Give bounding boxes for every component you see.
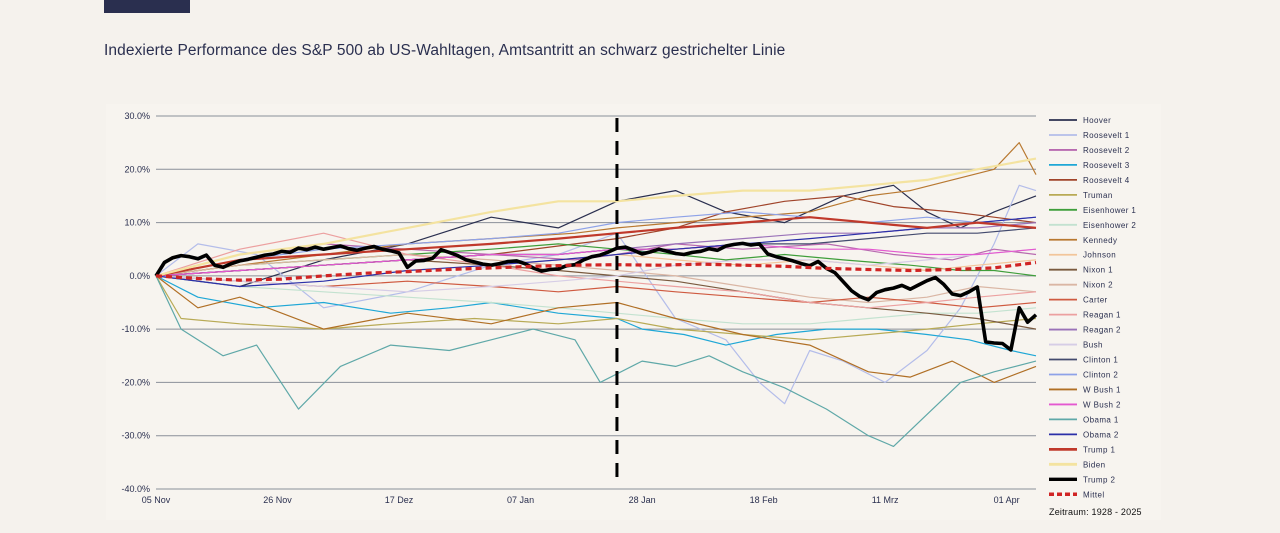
series-line-trump-2 bbox=[154, 241, 1038, 352]
legend-label: Mittel bbox=[1083, 490, 1105, 499]
series-line-carter bbox=[155, 275, 1037, 309]
y-tick-label: -20.0% bbox=[121, 377, 150, 387]
legend-label: Roosevelt 3 bbox=[1083, 161, 1130, 170]
x-tick-label: 05 Nov bbox=[142, 495, 171, 505]
x-tick-label: 26 Nov bbox=[263, 495, 292, 505]
legend: Hoover Roosevelt 1 Roosevelt 2 Roosevelt 3 R… bbox=[1049, 116, 1136, 499]
legend-label: Reagan 1 bbox=[1083, 311, 1121, 320]
y-tick-label: -40.0% bbox=[121, 484, 150, 494]
x-tick-label: 28 Jan bbox=[629, 495, 656, 505]
series-line-reagan-1 bbox=[155, 232, 1037, 309]
legend-label: Hoover bbox=[1083, 116, 1111, 125]
series-line-trump-1 bbox=[155, 216, 1037, 277]
legend-label: Roosevelt 4 bbox=[1083, 176, 1130, 185]
series-line-roosevelt-3 bbox=[155, 275, 1037, 357]
series-line-obama-1 bbox=[155, 275, 1037, 447]
legend-label: Carter bbox=[1083, 296, 1108, 305]
y-tick-label: 10.0% bbox=[124, 218, 150, 228]
x-tick-label: 11 Mrz bbox=[872, 495, 899, 505]
legend-label: Trump 2 bbox=[1083, 475, 1115, 484]
legend-label: Truman bbox=[1083, 191, 1113, 200]
legend-label: W Bush 2 bbox=[1083, 400, 1121, 409]
chart-panel: 30.0% 20.0% 10.0% 0.0% -10.0% -20.0% -30.0% -40… bbox=[106, 104, 1161, 520]
x-axis-labels: 05 Nov 26 Nov 17 Dez 07 Jan 28 Jan 18 Feb 11 M… bbox=[142, 495, 1020, 505]
series-lines bbox=[154, 142, 1038, 447]
legend-label: Bush bbox=[1083, 341, 1103, 350]
x-tick-label: 01 Apr bbox=[994, 495, 1020, 505]
legend-label: Johnson bbox=[1083, 251, 1116, 260]
x-tick-label: 17 Dez bbox=[385, 495, 414, 505]
legend-label: W Bush 1 bbox=[1083, 385, 1121, 394]
header-accent-bar bbox=[104, 0, 190, 13]
series-line-roosevelt-1 bbox=[155, 184, 1037, 405]
line-chart: 30.0% 20.0% 10.0% 0.0% -10.0% -20.0% -30.0% -40… bbox=[121, 111, 1136, 505]
y-tick-label: -30.0% bbox=[121, 431, 150, 441]
legend-label: Eisenhower 1 bbox=[1083, 206, 1136, 215]
y-tick-label: 20.0% bbox=[124, 164, 150, 174]
series-line-w-bush-2 bbox=[155, 243, 1037, 277]
y-tick-label: 30.0% bbox=[124, 111, 150, 121]
series-line-biden bbox=[155, 157, 1037, 277]
y-tick-label: 0.0% bbox=[129, 271, 150, 281]
legend-label: Clinton 1 bbox=[1083, 356, 1118, 365]
series-line-eisenhower-2 bbox=[155, 275, 1037, 325]
series-line-w-bush-1 bbox=[155, 275, 1037, 383]
y-axis-labels: 30.0% 20.0% 10.0% 0.0% -10.0% -20.0% -30.0% -40… bbox=[121, 111, 150, 494]
legend-label: Biden bbox=[1083, 460, 1105, 469]
legend-label: Obama 1 bbox=[1083, 415, 1119, 424]
legend-label: Nixon 1 bbox=[1083, 266, 1113, 275]
legend-label: Nixon 2 bbox=[1083, 281, 1113, 290]
legend-label: Kennedy bbox=[1083, 236, 1117, 245]
period-note: Zeitraum: 1928 - 2025 bbox=[1049, 507, 1142, 517]
x-tick-label: 07 Jan bbox=[507, 495, 534, 505]
legend-label: Trump 1 bbox=[1083, 445, 1115, 454]
legend-label: Clinton 2 bbox=[1083, 370, 1118, 379]
x-tick-label: 18 Feb bbox=[750, 495, 778, 505]
series-line-nixon-1 bbox=[155, 259, 1037, 330]
legend-label: Obama 2 bbox=[1083, 430, 1119, 439]
grid-lines bbox=[156, 115, 1036, 490]
series-line-nixon-2 bbox=[155, 253, 1037, 304]
legend-label: Roosevelt 2 bbox=[1083, 146, 1130, 155]
series-line-mittel bbox=[155, 260, 1037, 282]
legend-label: Roosevelt 1 bbox=[1083, 131, 1130, 140]
chart-title: Indexierte Performance des S&P 500 ab US… bbox=[104, 42, 786, 59]
legend-label: Eisenhower 2 bbox=[1083, 221, 1136, 230]
series-line-bush bbox=[155, 248, 1037, 293]
legend-label: Reagan 2 bbox=[1083, 326, 1121, 335]
y-tick-label: -10.0% bbox=[121, 324, 150, 334]
series-line-truman bbox=[155, 275, 1037, 341]
